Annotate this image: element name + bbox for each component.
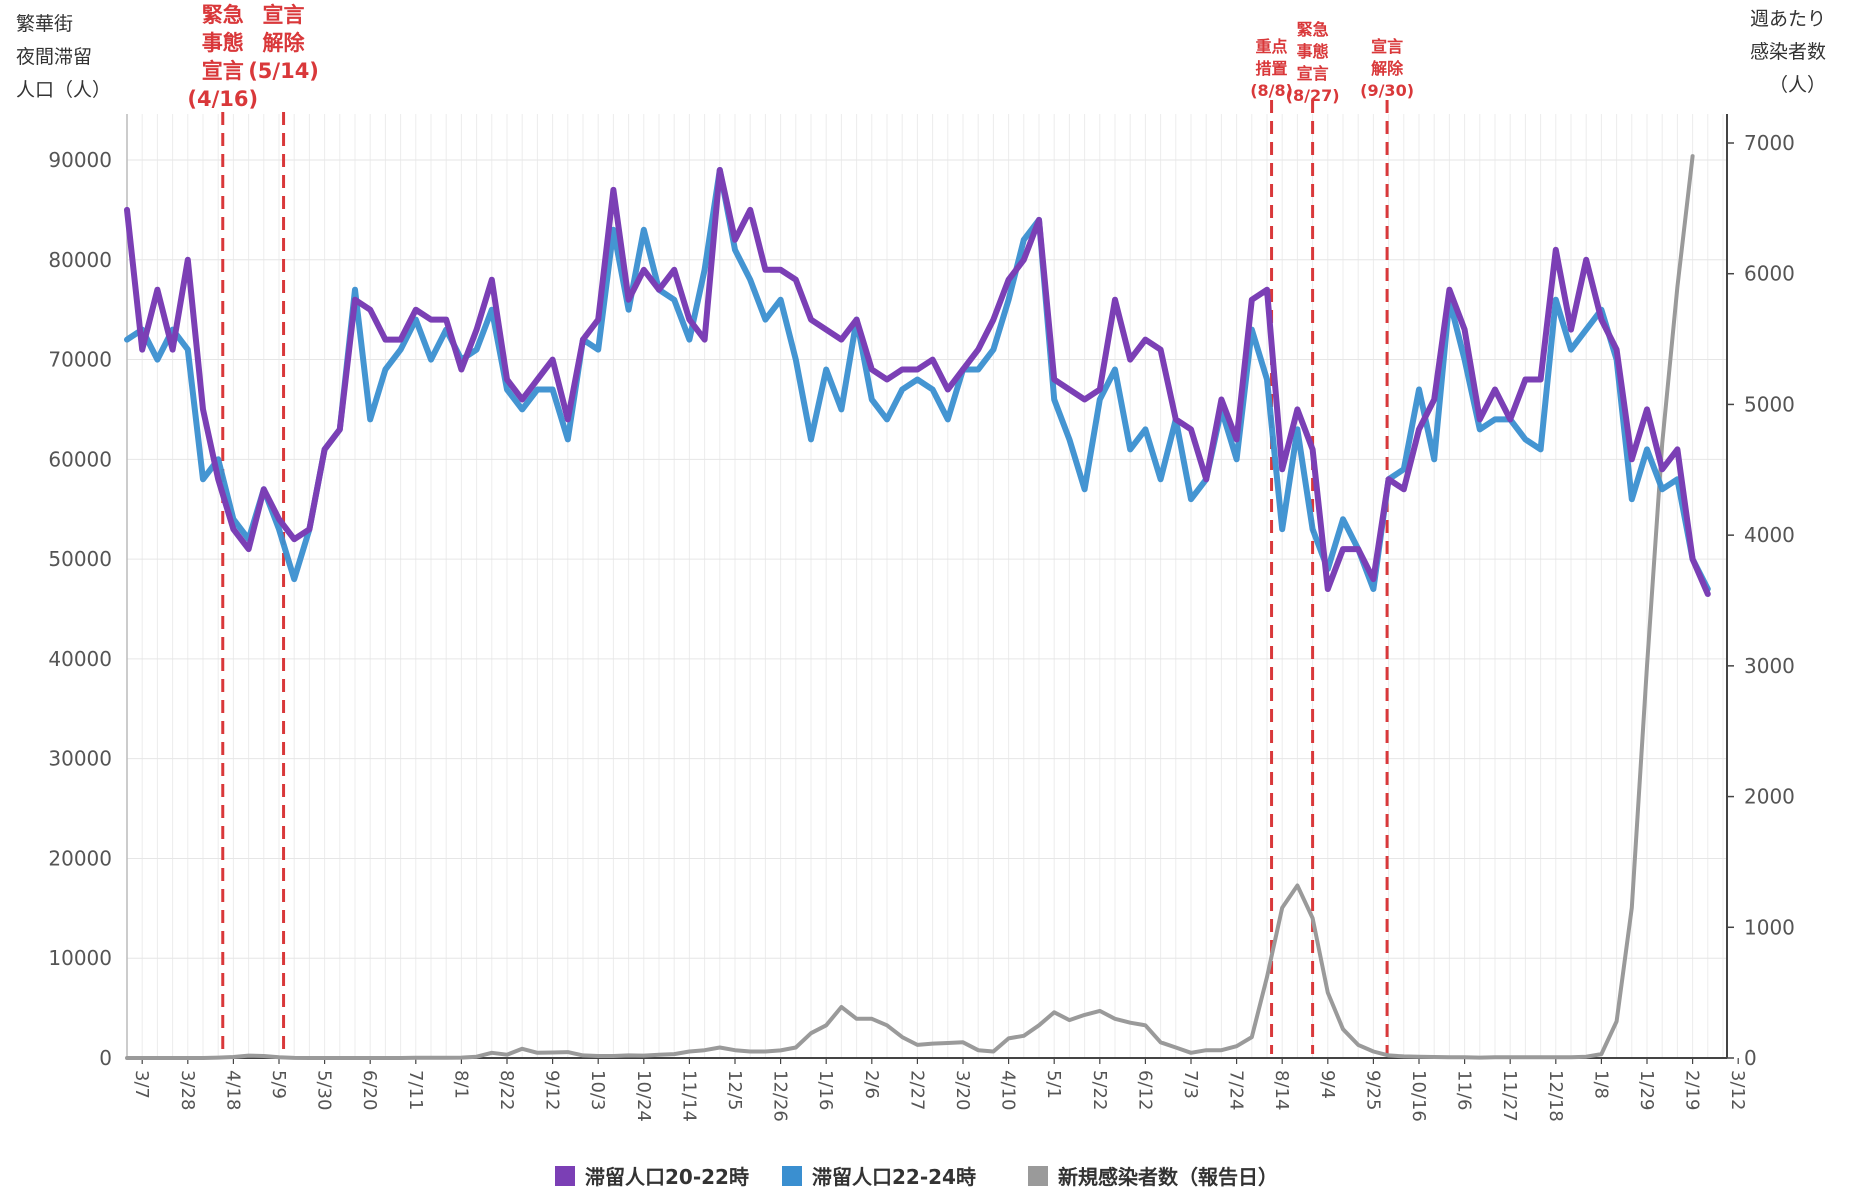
x-tick-label: 4/10 — [998, 1070, 1019, 1110]
x-tick-label: 8/1 — [450, 1070, 471, 1099]
x-tick-label: 1/29 — [1636, 1070, 1657, 1110]
left-tick-label: 70000 — [48, 348, 112, 372]
x-tick-label: 8/14 — [1271, 1070, 1292, 1110]
right-tick-label: 0 — [1744, 1046, 1757, 1070]
legend-label: 滞留人口20-22時 — [585, 1165, 749, 1188]
x-tick-label: 7/3 — [1180, 1070, 1201, 1099]
annotation-label-line: 事態 — [202, 31, 244, 55]
x-tick-label: 9/25 — [1362, 1070, 1383, 1110]
x-tick-label: 3/28 — [177, 1070, 198, 1110]
annotation-label-line: 事態 — [1297, 42, 1329, 61]
annotation-label-line: 緊急 — [202, 3, 244, 27]
legend-label: 滞留人口22-24時 — [812, 1165, 976, 1188]
series-layer — [124, 154, 1711, 1060]
series-line — [124, 167, 1711, 597]
x-tick-label: 10/24 — [633, 1070, 654, 1122]
left-tick-label: 90000 — [48, 148, 112, 172]
annotation-label-line: (9/30) — [1360, 81, 1414, 100]
x-tick-label: 3/20 — [952, 1070, 973, 1110]
annotation-lines — [221, 100, 1389, 1054]
x-tick-label: 1/8 — [1590, 1070, 1611, 1099]
x-tick-label: 5/22 — [1089, 1070, 1110, 1110]
x-tick-label: 6/20 — [359, 1070, 380, 1110]
annotation-labels: 緊急事態宣言(4/16)宣言解除(5/14)重点措置(8/8)緊急事態宣言(8/… — [187, 3, 1414, 111]
x-tick-label: 12/26 — [770, 1070, 791, 1122]
x-tick-label: 2/27 — [906, 1070, 927, 1110]
x-tick-label: 7/11 — [405, 1070, 426, 1110]
left-tick-label: 10000 — [48, 946, 112, 970]
x-tick-label: 9/4 — [1317, 1070, 1338, 1099]
legend-swatch — [782, 1166, 802, 1186]
x-tick-label: 1/16 — [815, 1070, 836, 1110]
annotation-label-line: 緊急 — [1297, 20, 1329, 39]
right-tick-label: 3000 — [1744, 654, 1795, 678]
left-tick-label: 0 — [99, 1046, 112, 1070]
annotation-label-line: 宣言 — [202, 59, 244, 83]
left-tick-label: 80000 — [48, 248, 112, 272]
right-tick-label: 1000 — [1744, 915, 1795, 939]
x-tick-label: 11/6 — [1454, 1070, 1475, 1110]
left-tick-label: 50000 — [48, 547, 112, 571]
series-line — [124, 167, 1711, 592]
x-tick-label: 6/12 — [1134, 1070, 1155, 1110]
right-tick-label: 4000 — [1744, 523, 1795, 547]
x-tick-label: 5/9 — [268, 1070, 289, 1099]
right-axis-title-line: 感染者数 — [1750, 41, 1826, 63]
left-axis-title-line: 繁華街 — [16, 13, 73, 35]
right-axis-ticks: 0 1000 2000 3000 4000 5000 6000 7000 — [1727, 131, 1795, 1070]
annotation-label-line: (8/27) — [1286, 86, 1340, 105]
right-axis-title-line: 週あたり — [1750, 8, 1826, 30]
right-axis-title-line: （人） — [1769, 74, 1826, 96]
x-tick-label: 2/6 — [861, 1070, 882, 1099]
x-tick-label: 2/19 — [1682, 1070, 1703, 1110]
x-tick-label: 5/30 — [314, 1070, 335, 1110]
annotation-label-line: 宣言 — [1297, 64, 1329, 83]
left-tick-label: 30000 — [48, 747, 112, 771]
x-tick-label: 4/18 — [222, 1070, 243, 1110]
x-tick-label: 9/12 — [542, 1070, 563, 1110]
x-tick-label: 12/5 — [724, 1070, 745, 1110]
x-tick-label: 8/22 — [496, 1070, 517, 1110]
left-axis-ticks: 0 10000 20000 30000 40000 50000 60000 70000 8000… — [48, 148, 112, 1070]
legend-label: 新規感染者数（報告日） — [1058, 1165, 1278, 1188]
annotation-label-line: (5/14) — [248, 59, 319, 83]
legend-swatch — [555, 1166, 575, 1186]
left-axis-title-line: 人口（人） — [16, 79, 111, 101]
x-tick-label: 10/16 — [1408, 1070, 1429, 1122]
annotation-label-line: 措置 — [1256, 59, 1288, 78]
annotation-label-line: 宣言 — [1371, 37, 1403, 56]
annotation-label-line: 解除 — [263, 31, 306, 55]
x-tick-label: 3/7 — [131, 1070, 152, 1099]
series-line — [125, 154, 1695, 1060]
left-axis-title-line: 夜間滞留 — [16, 46, 92, 68]
annotation-label-line: (4/16) — [187, 87, 258, 111]
legend-swatch — [1028, 1166, 1048, 1186]
vertical-gridlines — [126, 114, 1724, 1058]
right-tick-label: 2000 — [1744, 785, 1795, 809]
left-tick-label: 20000 — [48, 846, 112, 870]
annotation-label-line: 解除 — [1371, 59, 1404, 78]
right-tick-label: 7000 — [1744, 131, 1795, 155]
x-tick-label: 11/27 — [1499, 1070, 1520, 1122]
annotation-label-line: 宣言 — [263, 3, 305, 27]
x-axis-ticks: 3/7 3/28 4/18 5/9 5/30 6/20 7/11 8/1 8/22 9/12 10/… — [131, 1058, 1748, 1122]
plot-area — [127, 114, 1727, 1058]
annotation-label-line: (8/8) — [1250, 81, 1293, 100]
x-tick-label: 7/24 — [1226, 1070, 1247, 1110]
left-tick-label: 40000 — [48, 647, 112, 671]
right-tick-label: 5000 — [1744, 392, 1795, 416]
annotation-label-line: 重点 — [1256, 37, 1288, 56]
right-tick-label: 6000 — [1744, 262, 1795, 286]
legend: 滞留人口20-22時 滞留人口22-24時 新規感染者数（報告日） — [555, 1165, 1278, 1188]
left-tick-label: 60000 — [48, 447, 112, 471]
x-tick-label: 11/14 — [678, 1070, 699, 1122]
x-tick-label: 3/12 — [1727, 1070, 1748, 1110]
x-tick-label: 10/3 — [587, 1070, 608, 1110]
x-tick-label: 12/18 — [1545, 1070, 1566, 1122]
x-tick-label: 5/1 — [1043, 1070, 1064, 1099]
